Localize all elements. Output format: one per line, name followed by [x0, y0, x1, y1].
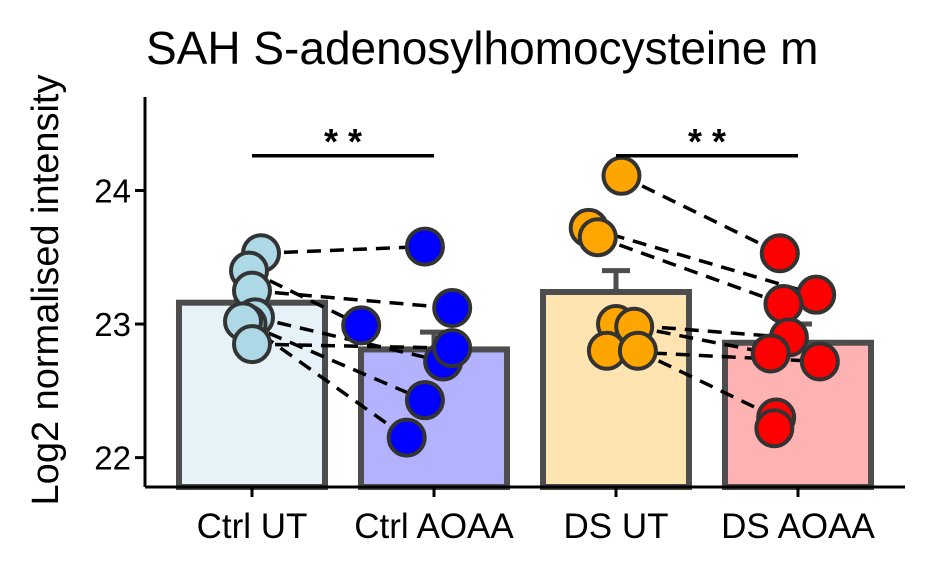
x-tick-label: Ctrl UT	[197, 507, 308, 546]
data-point	[404, 226, 445, 267]
pair-line	[620, 174, 781, 255]
pair-line	[248, 269, 362, 327]
pair-line	[260, 244, 425, 256]
y-tick-label: 23	[94, 306, 131, 343]
pair-line	[633, 325, 772, 356]
x-tick-label: DS UT	[564, 507, 669, 546]
significance-label: * *	[688, 121, 726, 162]
y-tick-label: 24	[94, 172, 131, 209]
significance-label: * *	[324, 121, 362, 162]
data-point	[759, 233, 800, 274]
plot-area: 22 23 24 Ctrl UT Ctrl AOAA DS UT DS AOAA * * * *	[94, 97, 905, 546]
data-point	[754, 408, 795, 449]
y-tick-label: 22	[94, 440, 131, 477]
pair-line	[251, 288, 453, 310]
data-point	[386, 417, 427, 458]
data-point	[432, 328, 473, 369]
y-axis-label: Log2 normalised intensity	[25, 75, 67, 506]
pair-line	[251, 342, 453, 350]
pair-line	[597, 235, 785, 306]
pair-line	[588, 226, 817, 297]
data-point	[232, 324, 272, 365]
data-point	[750, 333, 791, 374]
data-point	[799, 341, 840, 382]
bar-ds-aoaa	[722, 339, 874, 490]
data-point	[601, 155, 642, 196]
data-point	[796, 274, 837, 315]
data-point	[432, 288, 473, 329]
data-point	[617, 330, 658, 371]
pair-line	[246, 322, 426, 402]
data-point	[341, 305, 382, 346]
chart-title: SAH S-adenosylhomocysteine m	[146, 22, 818, 74]
data-point	[763, 284, 804, 325]
data-point	[577, 217, 618, 258]
data-point	[404, 380, 445, 421]
x-tick-label: Ctrl AOAA	[354, 507, 514, 546]
x-tick-label: DS AOAA	[721, 507, 875, 546]
pair-line	[637, 349, 777, 420]
